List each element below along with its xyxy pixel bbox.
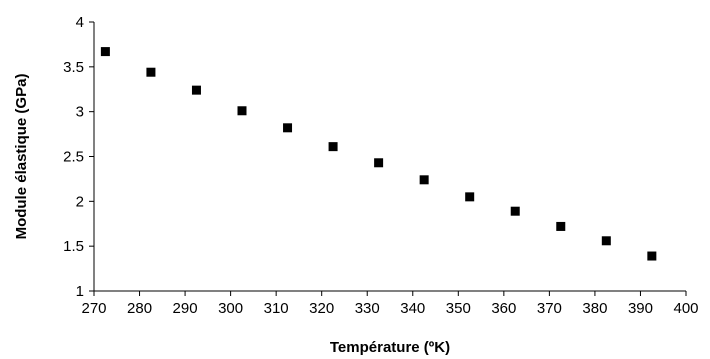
x-axis-label: Température (ºK) bbox=[330, 339, 450, 356]
data-point bbox=[601, 236, 611, 246]
data-point bbox=[374, 158, 384, 168]
data-points bbox=[100, 47, 657, 261]
y-tick-label: 2 bbox=[76, 193, 84, 210]
y-tick-label: 1 bbox=[76, 283, 84, 300]
x-tick-label: 270 bbox=[81, 300, 106, 317]
x-tick-label: 400 bbox=[673, 300, 698, 317]
y-tick-label: 3 bbox=[76, 104, 84, 121]
x-tick-label: 320 bbox=[309, 300, 334, 317]
x-tick-label: 310 bbox=[264, 300, 289, 317]
data-point bbox=[556, 221, 566, 231]
axes bbox=[93, 22, 686, 292]
data-point bbox=[647, 251, 657, 261]
y-axis-label: Module élastique (GPa) bbox=[13, 74, 30, 240]
x-tick-label: 370 bbox=[537, 300, 562, 317]
x-tick-label: 340 bbox=[400, 300, 425, 317]
data-point bbox=[237, 106, 247, 116]
x-ticks: 270 280 290 300 310 320 330 340 350 360 370 380 390 4… bbox=[81, 291, 699, 317]
y-tick-label: 3.5 bbox=[63, 59, 84, 76]
data-point bbox=[328, 142, 338, 152]
y-tick-label: 4 bbox=[76, 14, 84, 31]
data-point bbox=[510, 206, 520, 216]
x-tick-label: 290 bbox=[173, 300, 198, 317]
data-point bbox=[100, 47, 110, 57]
y-tick-label: 2.5 bbox=[63, 149, 84, 166]
data-point bbox=[419, 175, 429, 185]
x-tick-label: 330 bbox=[355, 300, 380, 317]
x-tick-label: 350 bbox=[446, 300, 471, 317]
y-ticks: 1 1.5 2 2.5 3 3.5 4 bbox=[63, 14, 94, 300]
x-tick-label: 390 bbox=[628, 300, 653, 317]
x-tick-label: 380 bbox=[582, 300, 607, 317]
data-point bbox=[146, 67, 156, 77]
x-tick-label: 300 bbox=[218, 300, 243, 317]
x-tick-label: 360 bbox=[491, 300, 516, 317]
y-tick-label: 1.5 bbox=[63, 238, 84, 255]
data-point bbox=[465, 192, 475, 202]
data-point bbox=[283, 123, 293, 133]
x-tick-label: 280 bbox=[127, 300, 152, 317]
data-point bbox=[191, 85, 201, 95]
